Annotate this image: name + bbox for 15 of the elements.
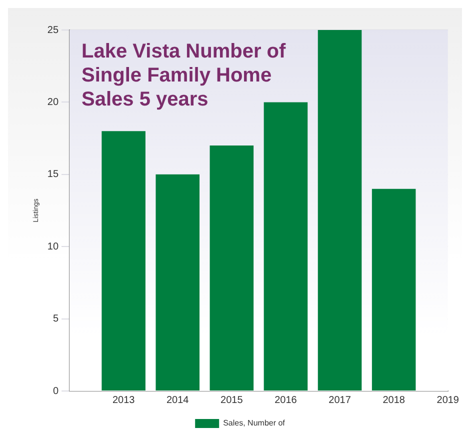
text: Lake Vista Number of Single Family Home Sales 5 years — [82, 40, 286, 111]
x-tick-label: 2013 — [112, 394, 136, 406]
y-tick-label: 25 — [47, 24, 59, 36]
y-tick-label: 15 — [47, 169, 59, 180]
x-tick-label: 2019 — [436, 394, 460, 406]
y-tick-label: 20 — [47, 96, 59, 108]
y-tick-label: 5 — [52, 314, 59, 325]
legend-label: Sales, Number of — [223, 418, 286, 428]
y-tick-label: 0 — [52, 386, 59, 397]
x-tick-label: 2015 — [220, 394, 244, 406]
x-tick-label: 2014 — [166, 394, 190, 406]
y-tick-label: 10 — [47, 241, 59, 252]
x-tick-label: 2016 — [274, 394, 298, 406]
x-tick-label: 2018 — [382, 394, 406, 406]
x-tick-label: 2017 — [328, 394, 352, 406]
